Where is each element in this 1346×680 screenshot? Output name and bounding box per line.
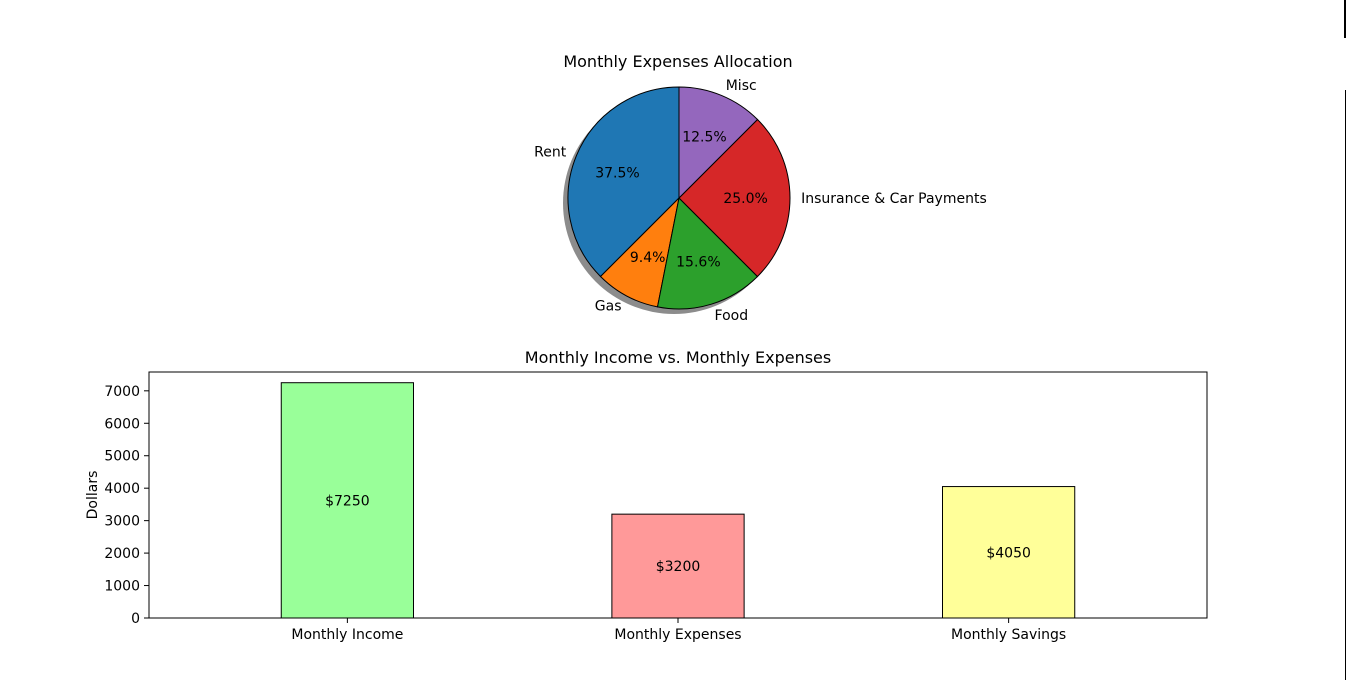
bar-value-label-monthly-expenses: $3200 xyxy=(656,559,701,575)
y-tick-label-6000: 6000 xyxy=(104,416,140,432)
pie-slice-misc xyxy=(678,86,759,200)
x-axis: Monthly Income Monthly Expenses Monthly Sa… xyxy=(291,618,1066,643)
scrollbar-edge[interactable] xyxy=(1344,0,1346,38)
pie-chart: Monthly Expenses Allocation 37.5% Rent 9.4… xyxy=(534,52,987,324)
bar-value-label-monthly-savings: $4050 xyxy=(986,545,1031,561)
pie-pct-label-rent: 37.5% xyxy=(595,166,639,182)
x-tick-label-monthly-savings: Monthly Savings xyxy=(951,627,1066,643)
bar-title: Monthly Income vs. Monthly Expenses xyxy=(525,348,831,367)
pie-slice-food xyxy=(656,196,759,310)
pie-category-label-insurance-car-payments: Insurance & Car Payments xyxy=(801,191,987,207)
x-tick-label-monthly-income: Monthly Income xyxy=(291,627,403,643)
pie-category-label-rent: Rent xyxy=(534,144,567,160)
pie-title: Monthly Expenses Allocation xyxy=(563,52,792,71)
pie-category-label-misc: Misc xyxy=(726,78,757,94)
bar-value-label-monthly-income: $7250 xyxy=(325,493,370,509)
pie-pct-label-gas: 9.4% xyxy=(630,250,666,266)
pie-category-label-food: Food xyxy=(715,308,749,324)
pie-slice-rent xyxy=(567,86,680,278)
bar-monthly-savings xyxy=(942,486,1076,619)
y-tick-label-1000: 1000 xyxy=(104,579,140,595)
pie-slices xyxy=(567,86,791,310)
x-tick-label-monthly-expenses: Monthly Expenses xyxy=(614,627,741,643)
pie-slice-insurance-car-payments xyxy=(678,118,791,278)
pie-pct-label-insurance-car-payments: 25.0% xyxy=(723,191,767,207)
y-axis: 0 1000 2000 3000 4000 5000 6000 7000 xyxy=(104,384,149,627)
y-tick-label-2000: 2000 xyxy=(104,546,140,562)
pie-labels: 37.5% Rent 9.4% Gas 15.6% Food 25.0% Insurance … xyxy=(534,78,987,324)
y-tick-label-0: 0 xyxy=(131,611,140,627)
bar-series: $7250 $3200 $4050 xyxy=(280,382,1076,619)
pie-pct-label-misc: 12.5% xyxy=(682,129,726,145)
y-tick-label-7000: 7000 xyxy=(104,384,140,400)
bar-monthly-income xyxy=(280,382,414,619)
bar-chart: Monthly Income vs. Monthly Expenses $725… xyxy=(85,348,1208,643)
pie-category-label-gas: Gas xyxy=(595,299,622,315)
y-axis-label: Dollars xyxy=(85,471,101,520)
y-tick-label-5000: 5000 xyxy=(104,449,140,465)
pie-pct-label-food: 15.6% xyxy=(676,255,720,271)
y-tick-label-4000: 4000 xyxy=(104,481,140,497)
y-tick-label-3000: 3000 xyxy=(104,514,140,530)
